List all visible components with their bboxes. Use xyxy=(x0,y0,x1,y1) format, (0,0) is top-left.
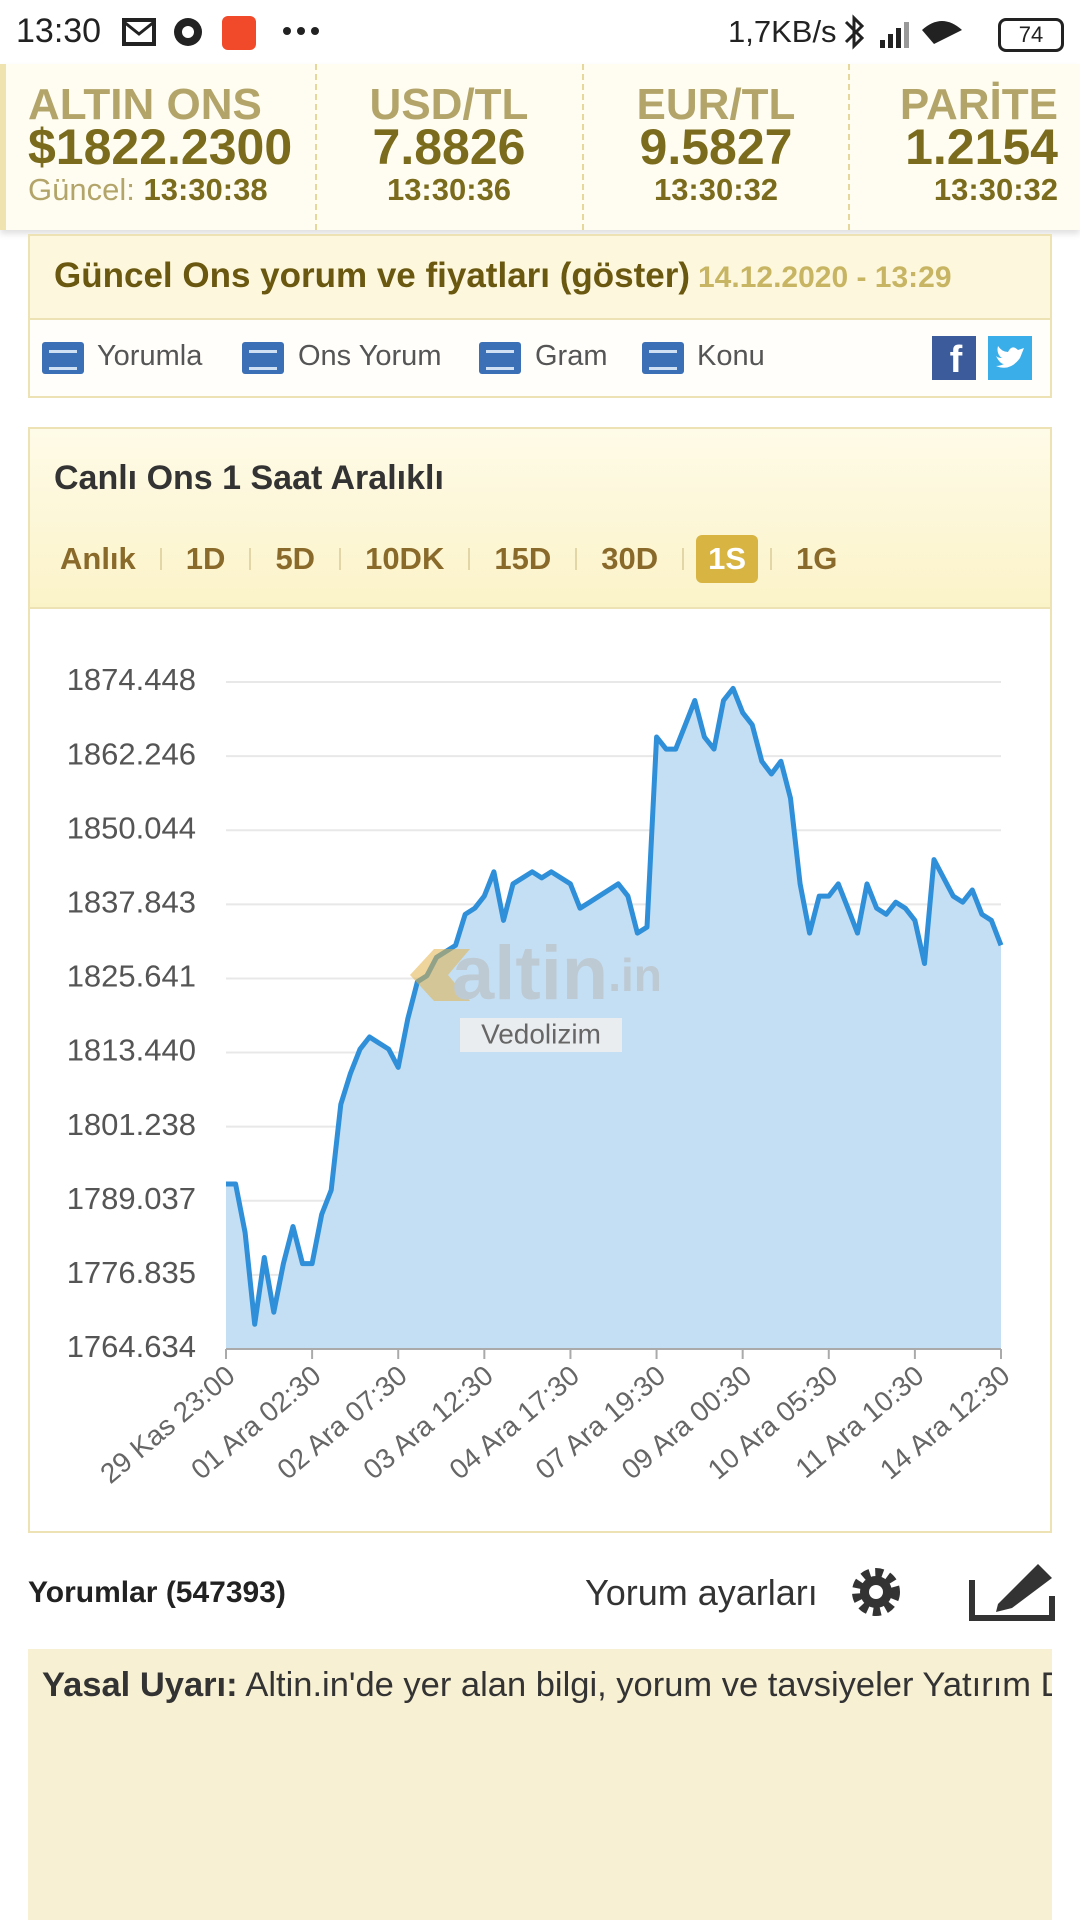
watermark-logo xyxy=(410,949,470,1001)
ticker-bar: ALTIN ONS $1822.2300 Güncel: 13:30:38 US… xyxy=(0,64,1080,230)
price-line xyxy=(226,685,1004,1327)
ticker-label: EUR/TL xyxy=(636,80,796,129)
news-title[interactable]: Güncel Ons yorum ve fiyatları (göster) 14… xyxy=(54,256,952,296)
y-tick-label: 1862.246 xyxy=(67,736,196,771)
status-icons xyxy=(122,16,256,50)
divider xyxy=(315,64,317,230)
y-tick-label: 1825.641 xyxy=(67,959,196,994)
range-tabs: Anlık 1D 5D 10DK 15D 30D 1S 1G xyxy=(48,535,849,583)
range-tab[interactable]: 1G xyxy=(796,541,838,576)
watermark-suffix: .in xyxy=(608,949,662,1001)
status-time: 13:30 xyxy=(16,12,102,50)
ticker-time-label: Güncel: xyxy=(28,172,135,207)
link[interactable]: Ons Yorum xyxy=(298,340,442,372)
range-tab[interactable]: 30D xyxy=(601,541,659,576)
tab-separator xyxy=(770,548,773,570)
y-tick-label: 1850.044 xyxy=(67,810,196,845)
news-bar[interactable]: Güncel Ons yorum ve fiyatları (göster) 14… xyxy=(28,234,1052,320)
y-tick-label: 1837.843 xyxy=(67,885,196,920)
divider xyxy=(848,64,850,230)
range-tab[interactable]: 1D xyxy=(185,541,226,576)
y-tick-label: 1776.835 xyxy=(67,1255,196,1290)
legal-label: Yasal Uyarı: xyxy=(42,1666,238,1704)
watermark-brand: altin.in xyxy=(452,931,662,1016)
ticker-time: Güncel: 13:30:38 xyxy=(28,172,268,208)
link[interactable]: Konu xyxy=(697,340,765,372)
range-tab[interactable]: 5D xyxy=(275,541,316,576)
more-icon[interactable] xyxy=(282,26,322,36)
range-tab[interactable]: 1S xyxy=(696,535,759,583)
ticker-time: 13:30:32 xyxy=(653,172,779,207)
edit-icon[interactable] xyxy=(968,1556,1056,1622)
watermark-caption: Vedolizim xyxy=(481,1018,601,1049)
ticker-time: 13:30:32 xyxy=(933,172,1058,207)
ticker-value[interactable]: 9.5827 xyxy=(639,119,793,175)
legal-notice: Yasal Uyarı: Altin.in'de yer alan bilgi,… xyxy=(28,1649,1052,1920)
y-tick-label: 1789.037 xyxy=(67,1181,196,1216)
link-icon xyxy=(642,342,684,374)
ticker-time-value: 13:30:38 xyxy=(143,172,268,207)
net-speed: 1,7KB/s xyxy=(728,14,837,49)
tab-separator xyxy=(249,548,252,570)
divider xyxy=(582,64,584,230)
gear-icon[interactable] xyxy=(846,1562,906,1622)
link-icon xyxy=(242,342,284,374)
legal-body: Altin.in'de yer alan bilgi, yorum ve tav… xyxy=(245,1666,1052,1704)
tab-separator xyxy=(159,548,162,570)
battery: 74 xyxy=(998,18,1064,52)
link[interactable]: Gram xyxy=(535,340,608,372)
y-tick-label: 1874.448 xyxy=(67,662,196,697)
svg-text:f: f xyxy=(950,339,963,381)
chart-panel: Canlı Ons 1 Saat Aralıklı Anlık 1D 5D 10DK 1… xyxy=(28,427,1052,1533)
ticker-value[interactable]: 7.8826 xyxy=(372,119,526,175)
ticker-label: USD/TL xyxy=(369,80,529,129)
y-tick-label: 1801.238 xyxy=(67,1107,196,1142)
watermark: altin.in xyxy=(410,931,662,1016)
tab-separator xyxy=(575,548,578,570)
ticker-value[interactable]: 1.2154 xyxy=(905,119,1058,175)
watermark-caption-bg xyxy=(460,1018,622,1052)
chart: altin.in Vedolizim 1764.634 1776.835 1789.… xyxy=(67,662,1016,1489)
range-tab[interactable]: 10DK xyxy=(365,541,445,576)
y-tick-label: 1764.634 xyxy=(67,1329,196,1364)
legal-text: Yasal Uyarı: Altin.in'de yer alan bilgi,… xyxy=(42,1663,1052,1708)
tab-separator xyxy=(682,548,685,570)
signal-icons xyxy=(844,14,962,50)
link-row: Yorumla Ons Yorum Gram Konu f xyxy=(28,318,1052,398)
comments-title: Yorumlar (547393) xyxy=(28,1576,286,1609)
ticker-label: PARİTE xyxy=(899,80,1058,129)
ticker-label: ALTIN ONS xyxy=(28,80,262,129)
link-icon xyxy=(479,342,521,374)
panel-title: Canlı Ons 1 Saat Aralıklı xyxy=(54,459,444,497)
share-icons[interactable]: f xyxy=(930,334,1034,382)
range-tab[interactable]: Anlık xyxy=(60,541,136,576)
range-tab[interactable]: 15D xyxy=(494,541,552,576)
status-bar: 13:30 1,7KB/s 74 xyxy=(0,0,1080,64)
link[interactable]: Yorumla xyxy=(97,340,203,372)
comments-settings[interactable]: Yorum ayarları xyxy=(585,1572,818,1613)
tab-separator xyxy=(339,548,342,570)
news-title-text[interactable]: Güncel Ons yorum ve fiyatları (göster) xyxy=(54,256,690,295)
watermark-brand-text: altin xyxy=(452,931,608,1016)
tab-separator xyxy=(468,548,471,570)
news-date: 14.12.2020 - 13:29 xyxy=(698,261,952,294)
y-tick-label: 1813.440 xyxy=(67,1033,196,1068)
ticker-time: 13:30:36 xyxy=(386,172,512,207)
link-icon xyxy=(42,342,84,374)
ticker-value[interactable]: $1822.2300 xyxy=(28,119,293,175)
panel-header: Canlı Ons 1 Saat Aralıklı Anlık 1D 5D 10DK 1… xyxy=(30,429,1050,609)
